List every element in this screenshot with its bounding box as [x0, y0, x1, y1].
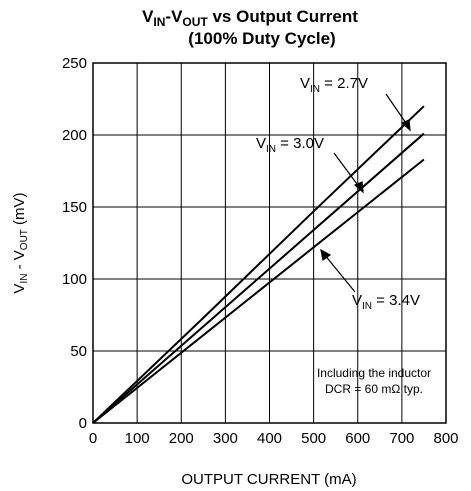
x-tick-label: 200	[169, 430, 194, 447]
arrow	[385, 93, 409, 127]
y-tick-label: 200	[62, 127, 87, 144]
x-tick-label: 0	[89, 430, 97, 447]
y-label-part: - V	[11, 250, 28, 273]
label-part: = 2.7V	[320, 75, 368, 92]
y-tick-label: 250	[62, 55, 87, 72]
x-tick-label: 400	[257, 430, 282, 447]
plot-frame	[92, 62, 447, 424]
arrow-head	[320, 248, 332, 262]
chart-title: VIN-VOUT vs Output Current	[142, 7, 358, 29]
x-tick-label: 100	[125, 430, 150, 447]
label-part: = 3.4V	[372, 292, 420, 309]
arrow-head	[400, 119, 411, 132]
label-sub: IN	[362, 301, 372, 312]
x-tick-label: 300	[213, 430, 238, 447]
chart-subtitle: (100% Duty Cycle)	[188, 29, 335, 48]
arrow	[333, 152, 361, 189]
y-label-sub: IN	[19, 274, 30, 284]
x-axis-label: OUTPUT CURRENT (mA)	[181, 471, 356, 488]
y-label-part: V	[11, 284, 28, 294]
label-part: = 3.0V	[276, 135, 324, 152]
y-label-part: (mV)	[11, 192, 28, 229]
y-tick-label: 100	[62, 271, 87, 288]
title-sub: OUT	[182, 15, 208, 29]
label-part: V	[300, 75, 310, 92]
title-part: vs Output Current	[208, 7, 359, 26]
data-line	[92, 105, 425, 424]
annotation: DCR = 60 mΩ typ.	[325, 382, 423, 396]
y-tick-label: 0	[79, 415, 87, 432]
title-part: -V	[165, 7, 183, 26]
data-line	[92, 132, 425, 424]
label-sub: IN	[310, 84, 320, 95]
series-label: VIN = 3.4V	[352, 292, 420, 312]
title-part: V	[142, 7, 154, 26]
annotation: Including the inductor	[317, 366, 431, 380]
y-tick-label: 50	[70, 343, 87, 360]
title-sub: IN	[153, 15, 165, 29]
series-label: VIN = 2.7V	[300, 75, 368, 95]
arrow	[323, 253, 356, 293]
y-label-sub: OUT	[19, 229, 30, 250]
series-label: VIN = 3.0V	[256, 135, 324, 155]
arrows	[320, 93, 411, 293]
x-tick-label: 500	[301, 430, 326, 447]
y-tick-label: 150	[62, 199, 87, 216]
arrow-head	[353, 181, 364, 194]
x-tick-label: 700	[389, 430, 414, 447]
label-part: V	[256, 135, 266, 152]
x-tick-label: 800	[433, 430, 458, 447]
data-line	[92, 158, 425, 424]
label-sub: IN	[266, 144, 276, 155]
label-part: V	[352, 292, 362, 309]
x-tick-label: 600	[345, 430, 370, 447]
y-axis-label: VIN - VOUT (mV)	[11, 192, 30, 293]
